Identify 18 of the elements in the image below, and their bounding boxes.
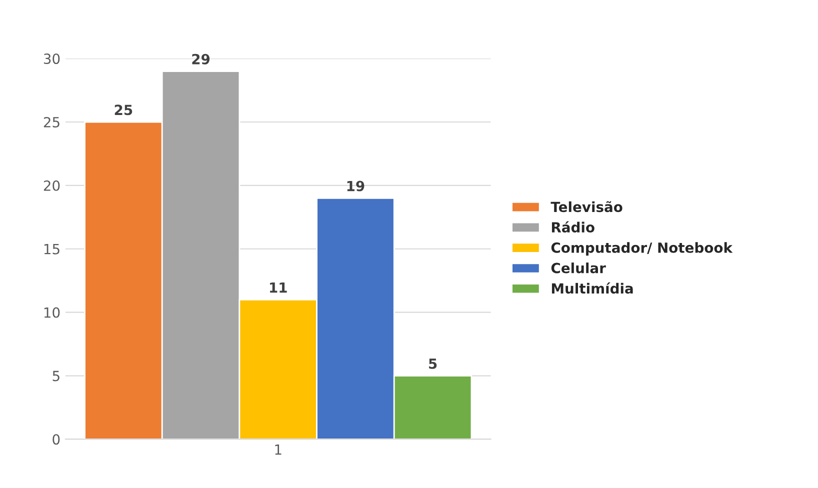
legend-label: Multimídia bbox=[552, 282, 633, 294]
data-label: 19 bbox=[347, 180, 364, 192]
data-label: 29 bbox=[192, 54, 210, 64]
x-tick-label: 1 bbox=[275, 444, 282, 455]
legend-label: Rádio bbox=[552, 221, 594, 233]
y-tick-label: 0 bbox=[52, 434, 60, 445]
legend-label: Televisão bbox=[550, 201, 622, 212]
y-tick-label: 20 bbox=[44, 180, 60, 191]
data-label: 25 bbox=[114, 104, 132, 116]
legend-label: Computador/ Notebook bbox=[551, 242, 733, 256]
y-tick-label: 25 bbox=[44, 116, 60, 128]
y-tick-label: 5 bbox=[52, 370, 60, 382]
legend-label: Celular bbox=[551, 262, 606, 274]
y-tick-label: 15 bbox=[44, 244, 60, 254]
data-label: 5 bbox=[429, 358, 437, 369]
y-tick-label: 10 bbox=[44, 307, 60, 318]
data-label: 11 bbox=[270, 282, 287, 293]
y-tick-label: 30 bbox=[44, 54, 60, 64]
